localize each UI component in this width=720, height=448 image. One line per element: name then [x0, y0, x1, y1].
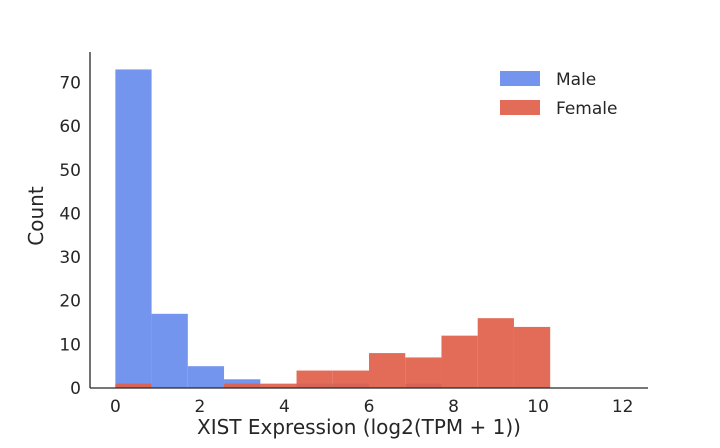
y-tick-label: 0: [70, 379, 81, 399]
legend-label-male: Male: [556, 70, 596, 90]
bar-female: [405, 357, 442, 388]
bars-layer: [115, 69, 551, 388]
bar-male: [151, 313, 188, 388]
y-tick-label: 30: [59, 248, 81, 268]
y-tick-label: 50: [59, 161, 81, 181]
bar-female: [369, 353, 406, 388]
bar-female: [296, 370, 333, 388]
bar-female: [513, 326, 551, 388]
y-tick-label: 70: [59, 74, 81, 94]
ticks-layer: 0 2 4 6 8 10 12 0 10 20 30 40 50 60 70: [59, 74, 633, 417]
x-axis-title: XIST Expression (log2(TPM + 1)): [197, 415, 521, 439]
bar-female: [332, 370, 369, 388]
x-tick-label: 10: [527, 397, 549, 417]
x-tick-label: 2: [194, 397, 205, 417]
series-male: [115, 69, 442, 388]
x-tick-label: 8: [448, 397, 459, 417]
legend-swatch-male: [500, 71, 540, 86]
y-tick-label: 10: [59, 335, 81, 355]
bar-female: [115, 383, 152, 388]
bar-female: [260, 383, 297, 388]
x-tick-label: 12: [612, 397, 634, 417]
x-tick-label: 4: [279, 397, 290, 417]
y-tick-label: 60: [59, 117, 81, 137]
bar-female: [441, 335, 478, 388]
y-axis-title: Count: [24, 186, 48, 246]
bar-male: [187, 366, 225, 388]
x-tick-label: 6: [364, 397, 375, 417]
legend: Male Female: [500, 70, 617, 119]
bar-female: [477, 318, 514, 388]
axes-layer: [89, 52, 648, 389]
bar-male: [115, 69, 152, 388]
series-female: [115, 318, 551, 388]
legend-swatch-female: [500, 100, 540, 115]
legend-label-female: Female: [556, 99, 617, 119]
y-tick-label: 20: [59, 292, 81, 312]
y-tick-label: 40: [59, 204, 81, 224]
x-tick-label: 0: [110, 397, 121, 417]
bar-female: [224, 383, 261, 388]
bar-male: [224, 379, 261, 388]
